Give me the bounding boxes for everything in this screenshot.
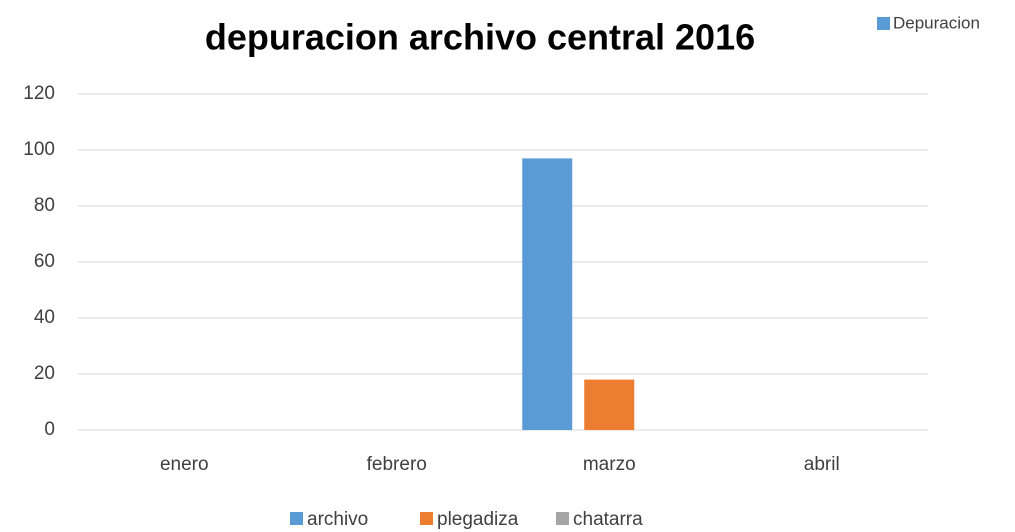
y-tick-label: 80: [34, 195, 55, 216]
legend-swatch: [877, 17, 890, 30]
chart-title: depuracion archivo central 2016: [205, 17, 755, 58]
legend-label: chatarra: [573, 509, 643, 530]
legend-label: plegadiza: [437, 509, 519, 530]
bar: [584, 379, 635, 430]
legend-swatch: [556, 512, 569, 525]
legend-swatch: [290, 512, 303, 525]
legend-swatch: [420, 512, 433, 525]
x-tick-label: marzo: [583, 454, 636, 475]
legend-label: archivo: [307, 509, 368, 530]
x-tick-label: febrero: [367, 454, 427, 475]
y-tick-label: 60: [34, 251, 55, 272]
y-tick-label: 40: [34, 307, 55, 328]
x-tick-label: enero: [160, 454, 209, 475]
x-tick-label: abril: [804, 454, 840, 475]
y-tick-label: 0: [44, 419, 55, 440]
legend-label: Depuracion: [893, 13, 980, 32]
y-tick-label: 100: [23, 139, 55, 160]
y-tick-label: 20: [34, 363, 55, 384]
y-tick-label: 120: [23, 83, 55, 104]
bar: [522, 158, 573, 430]
